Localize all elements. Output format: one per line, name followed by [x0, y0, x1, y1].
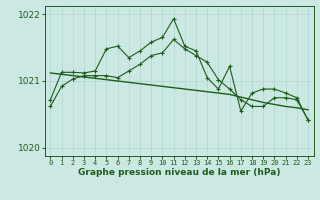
X-axis label: Graphe pression niveau de la mer (hPa): Graphe pression niveau de la mer (hPa) [78, 168, 280, 177]
